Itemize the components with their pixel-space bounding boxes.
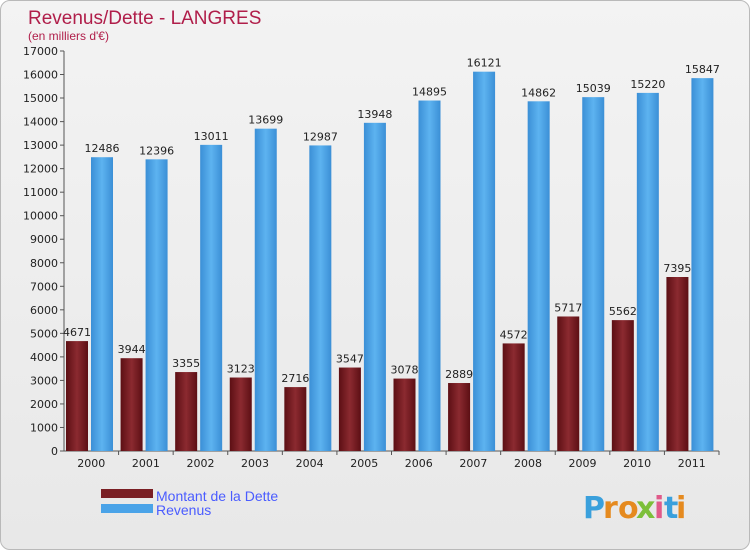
bar-dette	[175, 372, 198, 451]
bar-revenus-label: 15220	[630, 78, 665, 91]
bar-revenus	[309, 145, 332, 451]
y-tick-label: 5000	[30, 327, 58, 340]
x-tick-label: 2001	[132, 457, 160, 470]
bar-dette	[666, 277, 689, 451]
bar-revenus-label: 13948	[357, 108, 392, 121]
bar-dette	[284, 387, 307, 451]
y-tick-label: 12000	[23, 163, 58, 176]
x-tick-label: 2008	[514, 457, 542, 470]
bar-revenus-label: 13699	[248, 114, 283, 127]
y-tick-label: 1000	[30, 421, 58, 434]
bar-revenus-label: 15039	[576, 82, 611, 95]
y-tick-label: 9000	[30, 233, 58, 246]
bar-dette-label: 2716	[281, 372, 309, 385]
bar-dette-label: 3123	[227, 363, 255, 376]
bar-dette-label: 4671	[63, 326, 91, 339]
bar-revenus	[91, 157, 113, 451]
x-tick-label: 2009	[569, 457, 597, 470]
proxiti-logo: Pr oxi ti	[583, 491, 686, 526]
logo-letter: t	[664, 491, 678, 526]
bar-revenus	[200, 144, 223, 451]
bar-dette-label: 7395	[663, 262, 691, 275]
logo-letter: r	[603, 491, 618, 526]
bar-revenus	[145, 159, 168, 451]
x-tick-label: 2005	[350, 457, 378, 470]
bar-revenus-label: 16121	[467, 57, 502, 70]
bar-revenus-label: 12486	[85, 142, 120, 155]
logo-letter: i	[676, 491, 686, 526]
legend: Montant de la Dette Revenus	[101, 488, 278, 518]
y-tick-label: 2000	[30, 398, 58, 411]
y-tick-label: 7000	[30, 280, 58, 293]
legend-label-dette: Montant de la Dette	[156, 488, 278, 504]
bar-revenus	[473, 71, 496, 452]
y-tick-label: 15000	[23, 92, 58, 105]
y-tick-label: 14000	[23, 116, 58, 129]
x-tick-label: 2007	[459, 457, 487, 470]
y-tick-label: 17000	[23, 45, 58, 58]
bar-dette	[66, 341, 88, 451]
bar-revenus	[527, 101, 550, 452]
bar-revenus	[418, 100, 441, 451]
bar-revenus	[363, 122, 386, 451]
bar-dette	[448, 383, 471, 451]
logo-letter: i	[654, 491, 664, 526]
y-tick-label: 13000	[23, 139, 58, 152]
x-tick-label: 2011	[678, 457, 706, 470]
bar-dette-label: 3078	[391, 364, 419, 377]
y-tick-label: 4000	[30, 351, 58, 364]
x-tick-label: 2004	[296, 457, 324, 470]
bar-dette	[557, 316, 580, 451]
bar-revenus	[582, 97, 605, 451]
bars: 4671 12486 3944 12396 3355 13011 3123 13699 2716…	[63, 57, 720, 452]
y-tick-label: 3000	[30, 374, 58, 387]
x-tick-label: 2000	[77, 457, 105, 470]
x-tick-label: 2006	[405, 457, 433, 470]
bar-dette	[229, 377, 252, 451]
bar-revenus-label: 14895	[412, 86, 447, 99]
bar-dette	[393, 378, 416, 451]
bar-revenus	[636, 92, 659, 451]
bar-revenus	[254, 128, 277, 451]
bar-revenus-label: 12987	[303, 130, 338, 143]
x-tick-label: 2002	[186, 457, 214, 470]
bar-revenus-label: 15847	[685, 63, 720, 76]
bar-dette-label: 3944	[118, 343, 146, 356]
y-tick-label: 0	[51, 445, 58, 458]
bar-revenus-label: 14862	[521, 86, 556, 99]
y-tick-label: 16000	[23, 69, 58, 82]
chart-subtitle: (en milliers d'€)	[28, 29, 109, 43]
y-tick-label: 10000	[23, 210, 58, 223]
bar-dette-label: 2889	[445, 368, 473, 381]
logo-letter: o	[618, 491, 639, 526]
axes: 0 1000 2000 3000 4000 5000 6000 7000 8000 9000 100…	[23, 45, 720, 470]
bar-revenus	[691, 78, 714, 452]
bar-dette-label: 5717	[554, 301, 582, 314]
bar-revenus-label: 13011	[194, 130, 229, 143]
y-tick-label: 6000	[30, 304, 58, 317]
legend-label-revenus: Revenus	[156, 502, 211, 518]
bar-dette	[611, 320, 634, 451]
logo-letter: P	[583, 491, 605, 526]
bar-dette-label: 4572	[500, 328, 528, 341]
bar-dette-label: 3355	[172, 357, 200, 370]
bar-dette	[120, 358, 143, 451]
y-tick-label: 8000	[30, 257, 58, 270]
x-tick-label: 2010	[623, 457, 651, 470]
bar-dette	[338, 367, 361, 451]
bar-dette-label: 3547	[336, 353, 364, 366]
legend-swatch-revenus	[101, 504, 153, 513]
x-tick-label: 2003	[241, 457, 269, 470]
logo-letter: x	[636, 491, 655, 526]
bar-dette-label: 5562	[609, 305, 637, 318]
y-tick-label: 11000	[23, 186, 58, 199]
legend-swatch-dette	[101, 489, 153, 498]
bar-revenus-label: 12396	[139, 144, 174, 157]
chart-title: Revenus/Dette - LANGRES	[28, 8, 261, 29]
bar-dette	[502, 343, 525, 451]
